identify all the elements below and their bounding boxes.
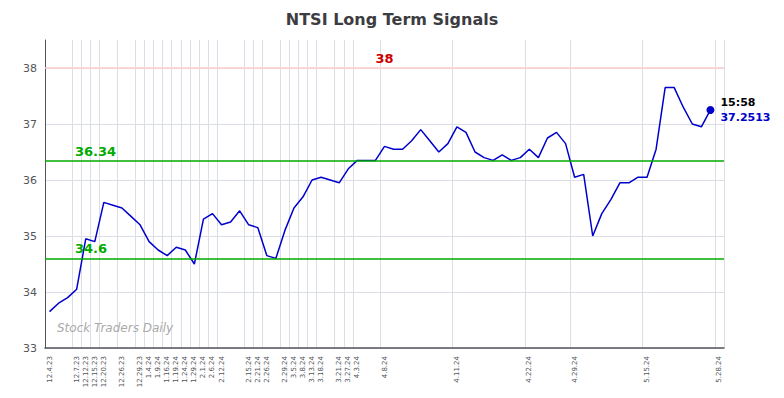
- svg-text:15:58: 15:58: [720, 96, 755, 109]
- svg-text:4.22.24: 4.22.24: [525, 355, 533, 382]
- svg-text:NTSI Long Term Signals: NTSI Long Term Signals: [286, 10, 498, 29]
- svg-text:2.29.24: 2.29.24: [281, 355, 289, 382]
- svg-text:34.6: 34.6: [75, 241, 107, 256]
- svg-text:12.29.23: 12.29.23: [136, 356, 144, 387]
- svg-text:36.34: 36.34: [75, 144, 116, 159]
- svg-text:12.15.23: 12.15.23: [91, 356, 99, 387]
- svg-text:35: 35: [23, 230, 37, 243]
- svg-text:4.8.24: 4.8.24: [381, 355, 389, 378]
- svg-text:12.26.23: 12.26.23: [118, 356, 126, 387]
- svg-text:2.12.24: 2.12.24: [218, 355, 226, 382]
- svg-text:37: 37: [23, 118, 37, 131]
- svg-text:3.13.24: 3.13.24: [308, 355, 316, 382]
- svg-text:4.11.24: 4.11.24: [453, 355, 461, 382]
- svg-text:4.3.24: 4.3.24: [353, 355, 361, 378]
- svg-text:2.26.24: 2.26.24: [263, 355, 271, 382]
- svg-text:Stock Traders Daily: Stock Traders Daily: [57, 321, 174, 335]
- svg-text:5.28.24: 5.28.24: [715, 355, 723, 382]
- svg-text:3.18.24: 3.18.24: [317, 355, 325, 382]
- svg-text:1.24.24: 1.24.24: [181, 355, 189, 382]
- svg-text:1.19.24: 1.19.24: [172, 355, 180, 382]
- svg-text:12.12.23: 12.12.23: [82, 356, 90, 387]
- svg-text:37.2513: 37.2513: [720, 111, 770, 124]
- svg-text:34: 34: [23, 286, 37, 299]
- svg-text:1.16.24: 1.16.24: [163, 355, 171, 382]
- svg-text:38: 38: [375, 51, 393, 66]
- svg-text:3.27.24: 3.27.24: [344, 355, 352, 382]
- svg-text:12.4.23: 12.4.23: [46, 356, 54, 383]
- svg-text:5.15.24: 5.15.24: [643, 355, 651, 382]
- svg-text:1.4.24: 1.4.24: [145, 355, 153, 378]
- svg-text:12.20.23: 12.20.23: [100, 356, 108, 387]
- svg-text:2.15.24: 2.15.24: [245, 355, 253, 382]
- svg-text:2.1.24: 2.1.24: [199, 355, 207, 378]
- svg-text:12.7.23: 12.7.23: [73, 356, 81, 383]
- svg-text:1.9.24: 1.9.24: [154, 355, 162, 378]
- svg-text:2.21.24: 2.21.24: [254, 355, 262, 382]
- svg-text:3.21.24: 3.21.24: [335, 355, 343, 382]
- svg-text:38: 38: [23, 62, 37, 75]
- svg-text:4.29.24: 4.29.24: [571, 355, 579, 382]
- svg-text:33: 33: [23, 342, 37, 355]
- svg-text:2.6.24: 2.6.24: [208, 355, 216, 378]
- svg-text:1.29.24: 1.29.24: [190, 355, 198, 382]
- svg-text:3.8.24: 3.8.24: [299, 355, 307, 378]
- svg-text:36: 36: [23, 174, 37, 187]
- svg-text:3.5.24: 3.5.24: [290, 355, 298, 378]
